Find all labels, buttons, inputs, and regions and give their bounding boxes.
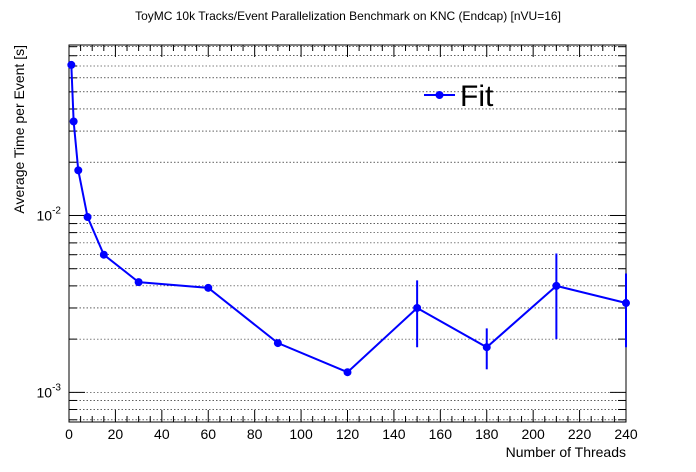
x-tick-label: 100 [289,426,313,442]
data-point [413,303,422,312]
x-tick-label: 140 [382,426,406,442]
axes-ticks: 10-210-30 20 40 60 80 100 120 140 160 180 200 220 24… [37,45,638,442]
x-tick-label: 40 [154,426,170,442]
legend-marker [435,91,444,99]
data-point [74,166,83,175]
x-axis-title: Number of Threads [506,444,626,460]
x-tick-label: 60 [200,426,216,442]
legend: Fit [424,80,494,113]
y-tick-label-base: 10 [37,384,53,400]
data-point [99,250,108,259]
data-point [552,281,561,290]
data-point [343,368,352,377]
data-point [204,283,213,292]
x-tick-label: 240 [614,426,638,442]
series-line-fit [70,64,627,374]
x-tick-label: 180 [475,426,499,442]
data-point [83,213,92,222]
y-tick-label: 10-3 [37,382,62,400]
y-tick-label-exponent: -3 [52,382,61,393]
legend-label-fit: Fit [460,80,494,113]
data-point [69,117,78,126]
data-point [482,343,491,352]
x-tick-label: 220 [568,426,592,442]
x-tick-label: 20 [108,426,124,442]
plot-frame [68,44,627,423]
x-tick-label: 200 [521,426,545,442]
data-point [273,339,282,348]
x-tick-label: 120 [336,426,360,442]
grid [69,46,626,421]
x-tick-label: 80 [247,426,263,442]
x-tick-label: 160 [429,426,453,442]
chart-title: ToyMC 10k Tracks/Event Parallelization B… [135,9,561,23]
y-tick-label: 10-2 [37,205,62,223]
data-point [67,60,76,69]
y-tick-label-base: 10 [37,207,53,223]
y-tick-label-exponent: -2 [52,205,61,216]
y-axis-title: Average Time per Event [s] [11,45,27,214]
data-point [622,299,630,308]
data-point [134,278,143,287]
data-series [67,60,630,377]
x-tick-label: 0 [65,426,73,442]
